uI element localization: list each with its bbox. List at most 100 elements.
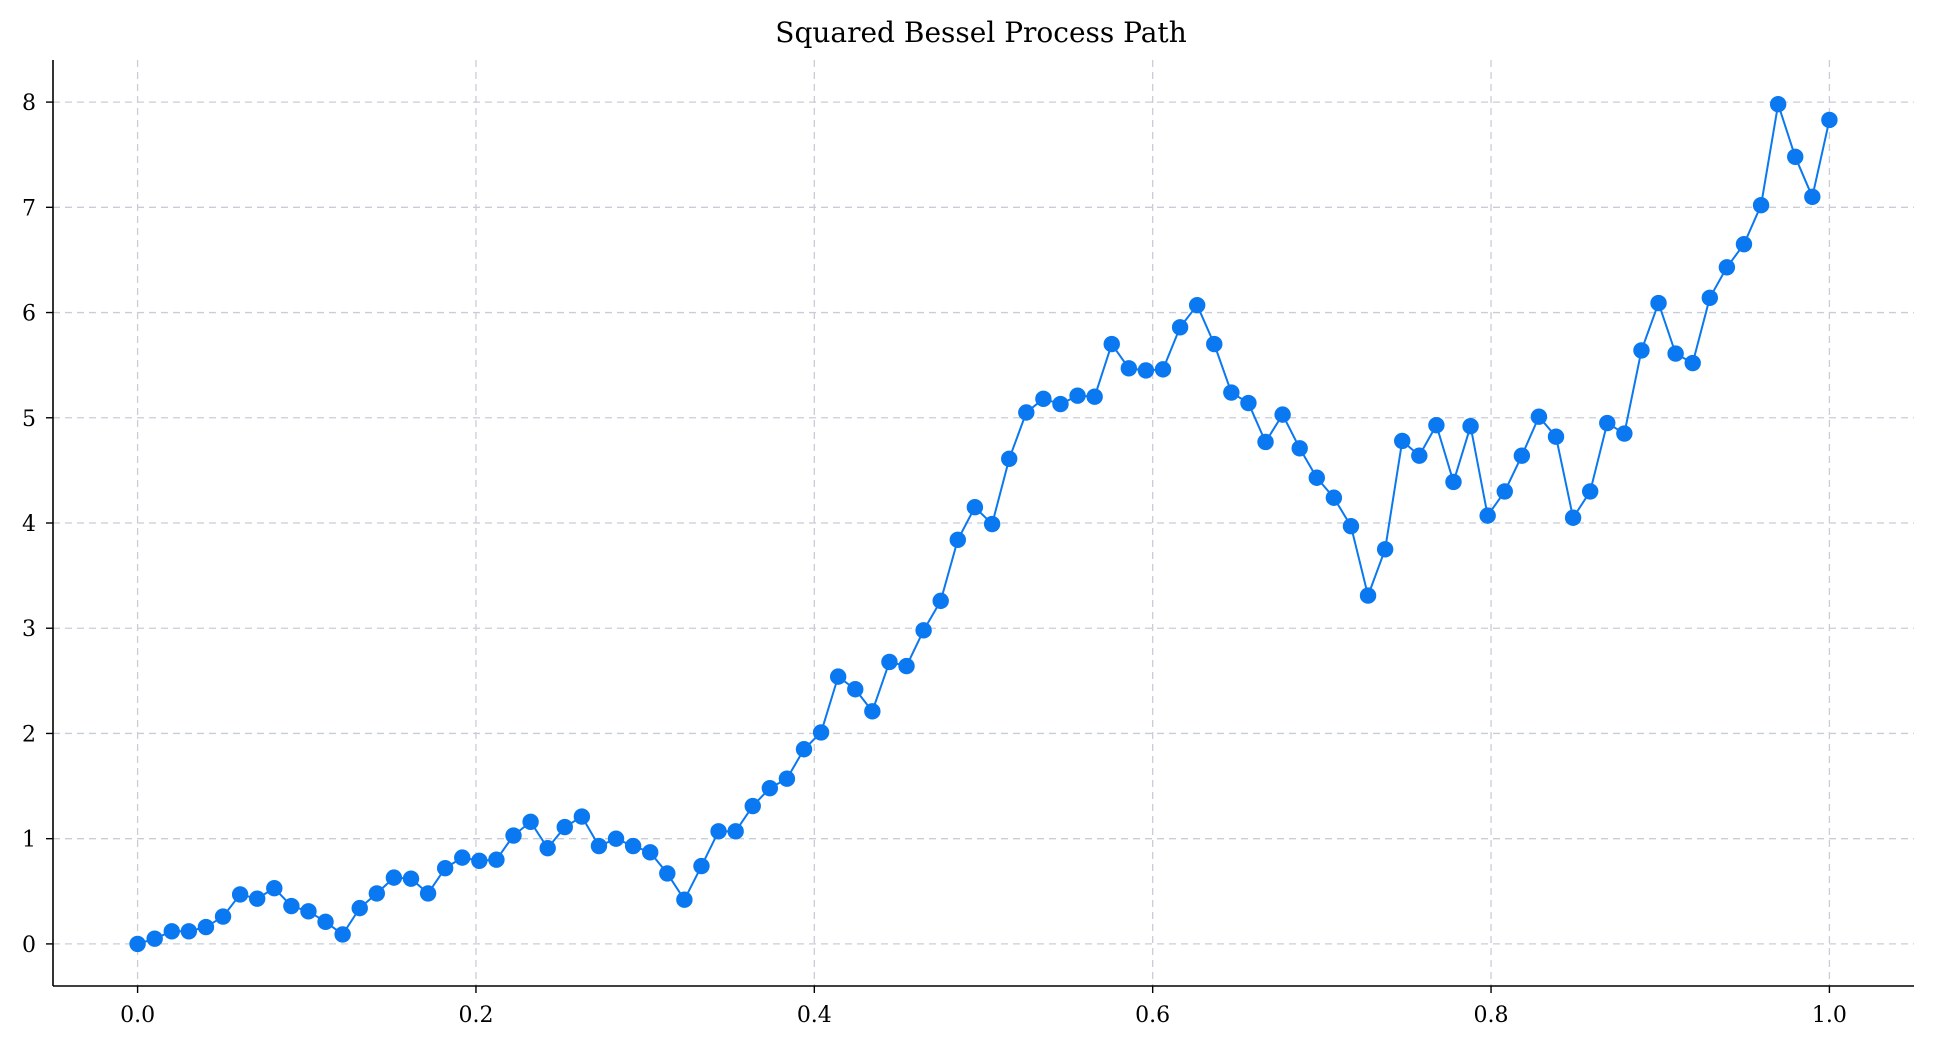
- data-point: [1120, 360, 1138, 377]
- data-point: [197, 918, 215, 936]
- data-point: [522, 813, 539, 831]
- data-point: [1035, 390, 1052, 408]
- data-point: [727, 823, 744, 840]
- data-point: [1308, 469, 1325, 486]
- x-tick-label: 0.4: [797, 1003, 832, 1028]
- data-point: [693, 857, 710, 875]
- data-point: [180, 923, 198, 940]
- data-point: [1769, 96, 1787, 113]
- data-point: [214, 908, 232, 925]
- data-point: [590, 837, 608, 855]
- data-point: [1513, 447, 1531, 464]
- data-point: [351, 899, 368, 917]
- data-point: [1274, 406, 1291, 423]
- data-point: [1359, 587, 1377, 604]
- data-point: [231, 886, 249, 903]
- data-point: [1445, 473, 1462, 491]
- data-point: [436, 859, 454, 877]
- data-point: [898, 657, 915, 675]
- data-point: [1394, 432, 1411, 450]
- data-point: [1547, 428, 1565, 445]
- x-tick-label: 0.8: [1474, 1003, 1509, 1028]
- y-tick-label: 7: [22, 196, 36, 221]
- data-point: [129, 935, 146, 953]
- data-point: [829, 668, 847, 685]
- data-point: [778, 770, 796, 787]
- y-tick-label: 3: [22, 617, 36, 642]
- data-point: [266, 879, 283, 897]
- data-point: [1650, 294, 1667, 312]
- data-point: [539, 839, 556, 857]
- data-point: [402, 870, 420, 887]
- data-point: [1821, 111, 1838, 129]
- data-point: [1001, 450, 1018, 468]
- data-point: [1103, 335, 1120, 353]
- x-ticks: 0.0 0.2 0.4 0.6 0.8 1.0: [120, 986, 1847, 1028]
- y-tick-label: 2: [22, 722, 36, 747]
- data-point: [1411, 447, 1428, 464]
- x-tick-label: 1.0: [1812, 1003, 1847, 1028]
- data-point: [1240, 394, 1257, 412]
- data-point: [915, 622, 932, 639]
- data-point: [744, 797, 761, 815]
- data-point: [471, 852, 488, 869]
- y-ticks: 0 1 2 3 4 5 6 7 8: [22, 91, 53, 958]
- y-tick-label: 6: [22, 302, 36, 327]
- data-point: [1735, 235, 1753, 253]
- data-point: [385, 869, 403, 886]
- data-point: [1069, 387, 1086, 404]
- data-point: [1616, 425, 1633, 442]
- data-point: [1223, 384, 1240, 401]
- data-point: [146, 930, 163, 947]
- data-point: [864, 703, 881, 720]
- data-point: [949, 531, 966, 549]
- data-point: [1479, 507, 1496, 524]
- data-point: [624, 837, 642, 855]
- data-point: [283, 897, 300, 915]
- data-point: [812, 724, 830, 741]
- data-point: [505, 827, 522, 844]
- data-point: [761, 779, 779, 797]
- data-point: [1530, 408, 1548, 425]
- data-point: [1325, 489, 1343, 506]
- series: [129, 96, 1838, 953]
- data-point: [1137, 362, 1155, 379]
- data-point: [1052, 395, 1069, 413]
- data-point: [556, 818, 573, 836]
- grid: [53, 60, 1914, 986]
- data-point: [1496, 483, 1513, 500]
- data-point: [334, 926, 351, 943]
- data-point: [368, 885, 386, 902]
- data-point: [1342, 517, 1360, 535]
- data-point: [1564, 509, 1582, 526]
- data-point: [1257, 433, 1274, 451]
- data-point: [1018, 404, 1035, 421]
- data-point: [300, 903, 317, 920]
- data-point: [1599, 414, 1616, 432]
- data-point: [249, 890, 266, 907]
- x-tick-label: 0.0: [120, 1003, 155, 1028]
- y-tick-label: 8: [22, 91, 36, 116]
- data-point: [659, 865, 676, 882]
- data-point: [1154, 361, 1172, 378]
- x-tick-label: 0.6: [1135, 1003, 1170, 1028]
- data-point: [642, 844, 659, 861]
- y-tick-label: 1: [22, 828, 36, 853]
- data-point: [1581, 483, 1599, 500]
- data-point: [1462, 417, 1479, 435]
- data-point: [1787, 148, 1804, 166]
- data-point: [795, 741, 813, 758]
- data-point: [1206, 335, 1223, 353]
- x-tick-label: 0.2: [458, 1003, 493, 1028]
- y-tick-label: 4: [22, 512, 36, 537]
- data-point: [1376, 541, 1394, 558]
- data-point: [419, 885, 437, 902]
- data-point: [676, 891, 693, 908]
- chart-title: Squared Bessel Process Path: [775, 16, 1186, 49]
- data-point: [1718, 259, 1736, 276]
- y-tick-label: 0: [22, 933, 36, 958]
- data-point: [1171, 319, 1189, 336]
- data-point: [1667, 345, 1684, 362]
- data-point: [710, 823, 727, 840]
